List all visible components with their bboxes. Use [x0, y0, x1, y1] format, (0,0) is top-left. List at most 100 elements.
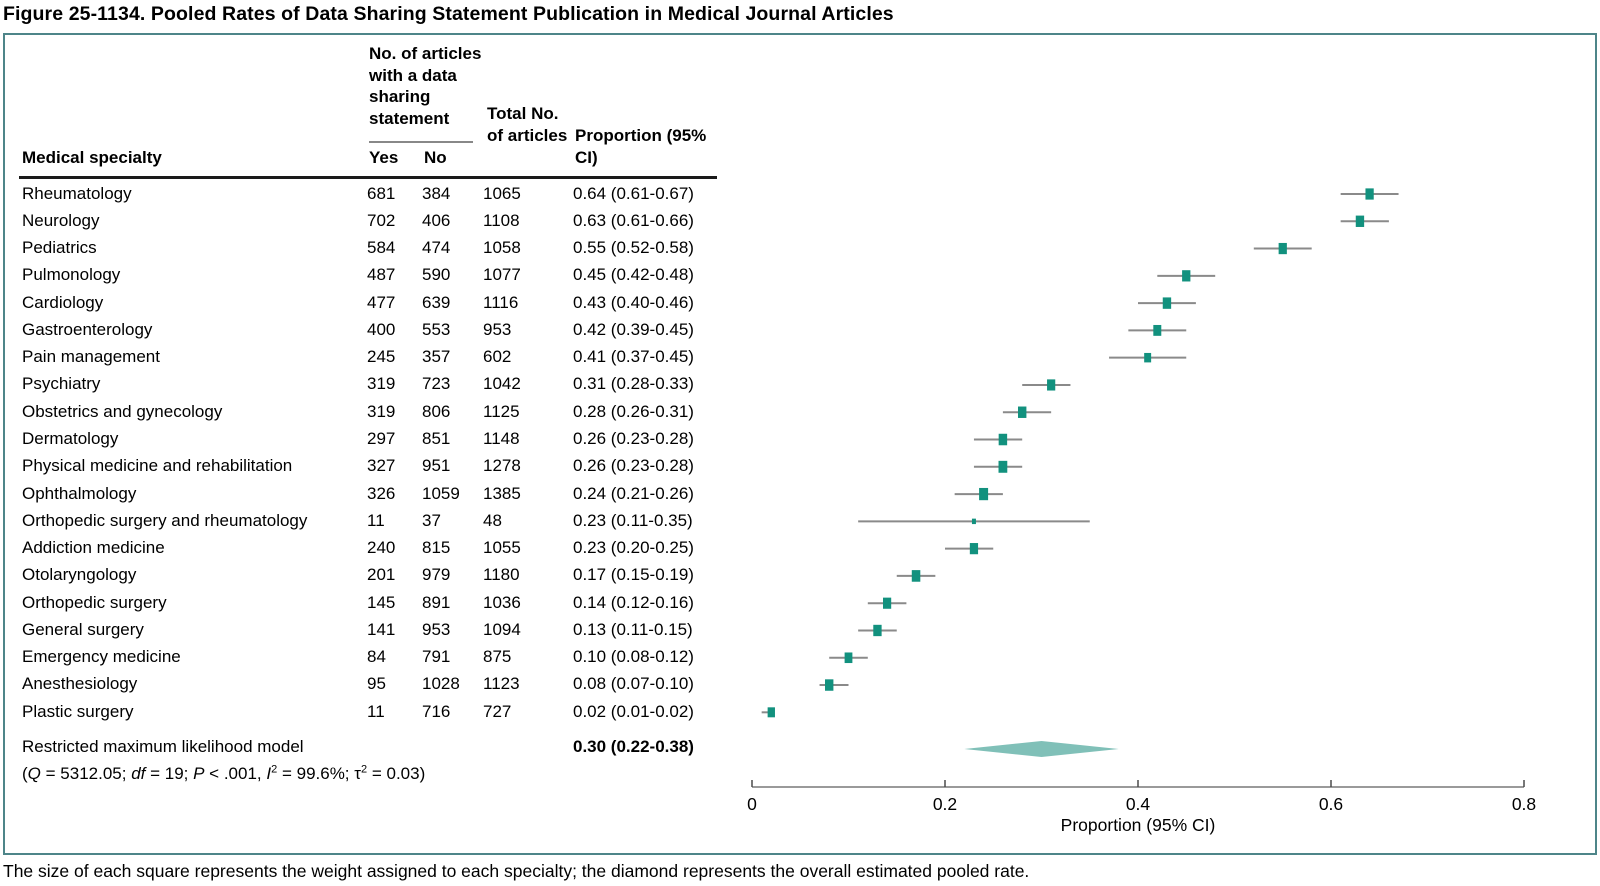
cell-yes: 400	[367, 319, 396, 339]
cell-yes: 11	[367, 510, 385, 530]
weight-square	[998, 433, 1008, 446]
cell-specialty: Orthopedic surgery and rheumatology	[22, 510, 308, 530]
table-row: Psychiatry 319 723 1042 0.31 (0.28-0.33)	[5, 371, 725, 398]
pooled-proportion-value: 0.30 (0.22-0.38)	[573, 737, 694, 756]
weight-square	[911, 570, 921, 582]
cell-proportion: 0.02 (0.01-0.02)	[573, 701, 694, 721]
cell-specialty: Pulmonology	[22, 265, 121, 285]
cell-no: 716	[422, 701, 451, 721]
cell-specialty: Physical medicine and rehabilitation	[22, 456, 293, 476]
cell-proportion: 0.55 (0.52-0.58)	[573, 238, 694, 258]
cell-proportion: 0.41 (0.37-0.45)	[573, 347, 694, 367]
cell-total: 48	[483, 510, 502, 530]
cell-total: 875	[483, 647, 512, 667]
table-row: Emergency medicine 84 791 875 0.10 (0.08-0.1…	[5, 644, 725, 671]
cell-yes: 327	[367, 456, 396, 476]
cell-proportion: 0.24 (0.21-0.26)	[573, 483, 694, 503]
cell-specialty: Psychiatry	[22, 374, 101, 394]
column-header-no: No	[424, 148, 447, 167]
cell-total: 1065	[483, 183, 521, 203]
stat-text: = 19;	[145, 764, 194, 783]
weight-square	[998, 460, 1008, 473]
cell-specialty: Emergency medicine	[22, 647, 181, 667]
cell-yes: 141	[367, 619, 396, 639]
group-header-underline	[369, 141, 473, 143]
column-header-total: Total No. of articles	[487, 104, 568, 145]
pooled-diamond	[964, 741, 1119, 757]
x-tick-label: 0.2	[933, 794, 957, 814]
weight-square	[1144, 352, 1152, 363]
table-row: Dermatology 297 851 1148 0.26 (0.23-0.28)	[5, 425, 725, 452]
x-tick-label: 0.8	[1512, 794, 1536, 814]
cell-proportion: 0.26 (0.23-0.28)	[573, 429, 694, 449]
cell-total: 1077	[483, 265, 521, 285]
specialty-table-body: Rheumatology 681 384 1065 0.64 (0.61-0.67) Ne…	[5, 180, 725, 725]
cell-no: 806	[422, 401, 451, 421]
weight-square	[824, 679, 834, 691]
cell-no: 953	[422, 619, 451, 639]
figure-box: No. of articles with a data sharing stat…	[3, 33, 1597, 855]
figure-title: Figure 25-1134. Pooled Rates of Data Sha…	[3, 3, 894, 25]
cell-proportion: 0.45 (0.42-0.48)	[573, 265, 694, 285]
cell-yes: 84	[367, 647, 386, 667]
table-row: Pediatrics 584 474 1058 0.55 (0.52-0.58)	[5, 235, 725, 262]
cell-specialty: Anesthesiology	[22, 674, 138, 694]
table-row: Anesthesiology 95 1028 1123 0.08 (0.07-0.10)	[5, 671, 725, 698]
heterogeneity-stats: (Q = 5312.05; df = 19; P < .001, I2 = 99…	[22, 764, 425, 784]
cell-specialty: Cardiology	[22, 292, 104, 312]
cell-specialty: Plastic surgery	[22, 701, 134, 721]
cell-no: 553	[422, 319, 451, 339]
table-row: Ophthalmology 326 1059 1385 0.24 (0.21-0.26)	[5, 480, 725, 507]
table-row: Physical medicine and rehabilitation 327 9…	[5, 453, 725, 480]
header-rule	[19, 176, 717, 179]
cell-total: 1042	[483, 374, 521, 394]
cell-specialty: General surgery	[22, 619, 144, 639]
cell-yes: 297	[367, 429, 396, 449]
weight-square	[971, 518, 976, 525]
cell-total: 1058	[483, 238, 521, 258]
cell-specialty: Gastroenterology	[22, 319, 153, 339]
cell-yes: 326	[367, 483, 396, 503]
cell-yes: 477	[367, 292, 396, 312]
cell-specialty: Orthopedic surgery	[22, 592, 167, 612]
table-row: Pain management 245 357 602 0.41 (0.37-0.45)	[5, 344, 725, 371]
table-row: Gastroenterology 400 553 953 0.42 (0.39-0.45…	[5, 316, 725, 343]
stat-text: 2	[360, 763, 368, 776]
pooled-model-label: Restricted maximum likelihood model	[22, 737, 304, 756]
cell-proportion: 0.63 (0.61-0.66)	[573, 210, 694, 230]
cell-total: 1094	[483, 619, 521, 639]
cell-specialty: Pediatrics	[22, 238, 97, 258]
cell-yes: 702	[367, 210, 396, 230]
cell-total: 1180	[483, 565, 520, 585]
cell-total: 1116	[483, 292, 519, 312]
cell-no: 639	[422, 292, 451, 312]
weight-square	[873, 624, 882, 637]
cell-yes: 145	[367, 592, 396, 612]
table-row: Otolaryngology 201 979 1180 0.17 (0.15-0.19)	[5, 562, 725, 589]
weight-square	[1017, 406, 1027, 418]
x-tick-label: 0.4	[1126, 794, 1151, 814]
weight-square	[1047, 379, 1056, 391]
x-axis-title: Proportion (95% CI)	[1061, 815, 1216, 835]
cell-total: 953	[483, 319, 512, 339]
cell-proportion: 0.26 (0.23-0.28)	[573, 456, 694, 476]
table-row: Orthopedic surgery 145 891 1036 0.14 (0.12-0…	[5, 589, 725, 616]
cell-yes: 11	[367, 701, 385, 721]
cell-proportion: 0.08 (0.07-0.10)	[573, 674, 694, 694]
weight-square	[844, 652, 853, 664]
cell-proportion: 0.23 (0.20-0.25)	[573, 538, 694, 558]
column-header-specialty: Medical specialty	[22, 148, 162, 167]
x-tick-label: 0	[747, 794, 757, 814]
stat-text: (	[22, 764, 28, 783]
cell-no: 951	[422, 456, 451, 476]
stat-symbol: I	[266, 764, 272, 783]
weight-square	[883, 597, 892, 609]
cell-yes: 245	[367, 347, 396, 367]
cell-specialty: Dermatology	[22, 429, 119, 449]
cell-specialty: Otolaryngology	[22, 565, 137, 585]
stat-symbol: df	[131, 764, 146, 783]
cell-proportion: 0.23 (0.11-0.35)	[573, 510, 693, 530]
cell-yes: 681	[367, 183, 396, 203]
cell-specialty: Neurology	[22, 210, 100, 230]
